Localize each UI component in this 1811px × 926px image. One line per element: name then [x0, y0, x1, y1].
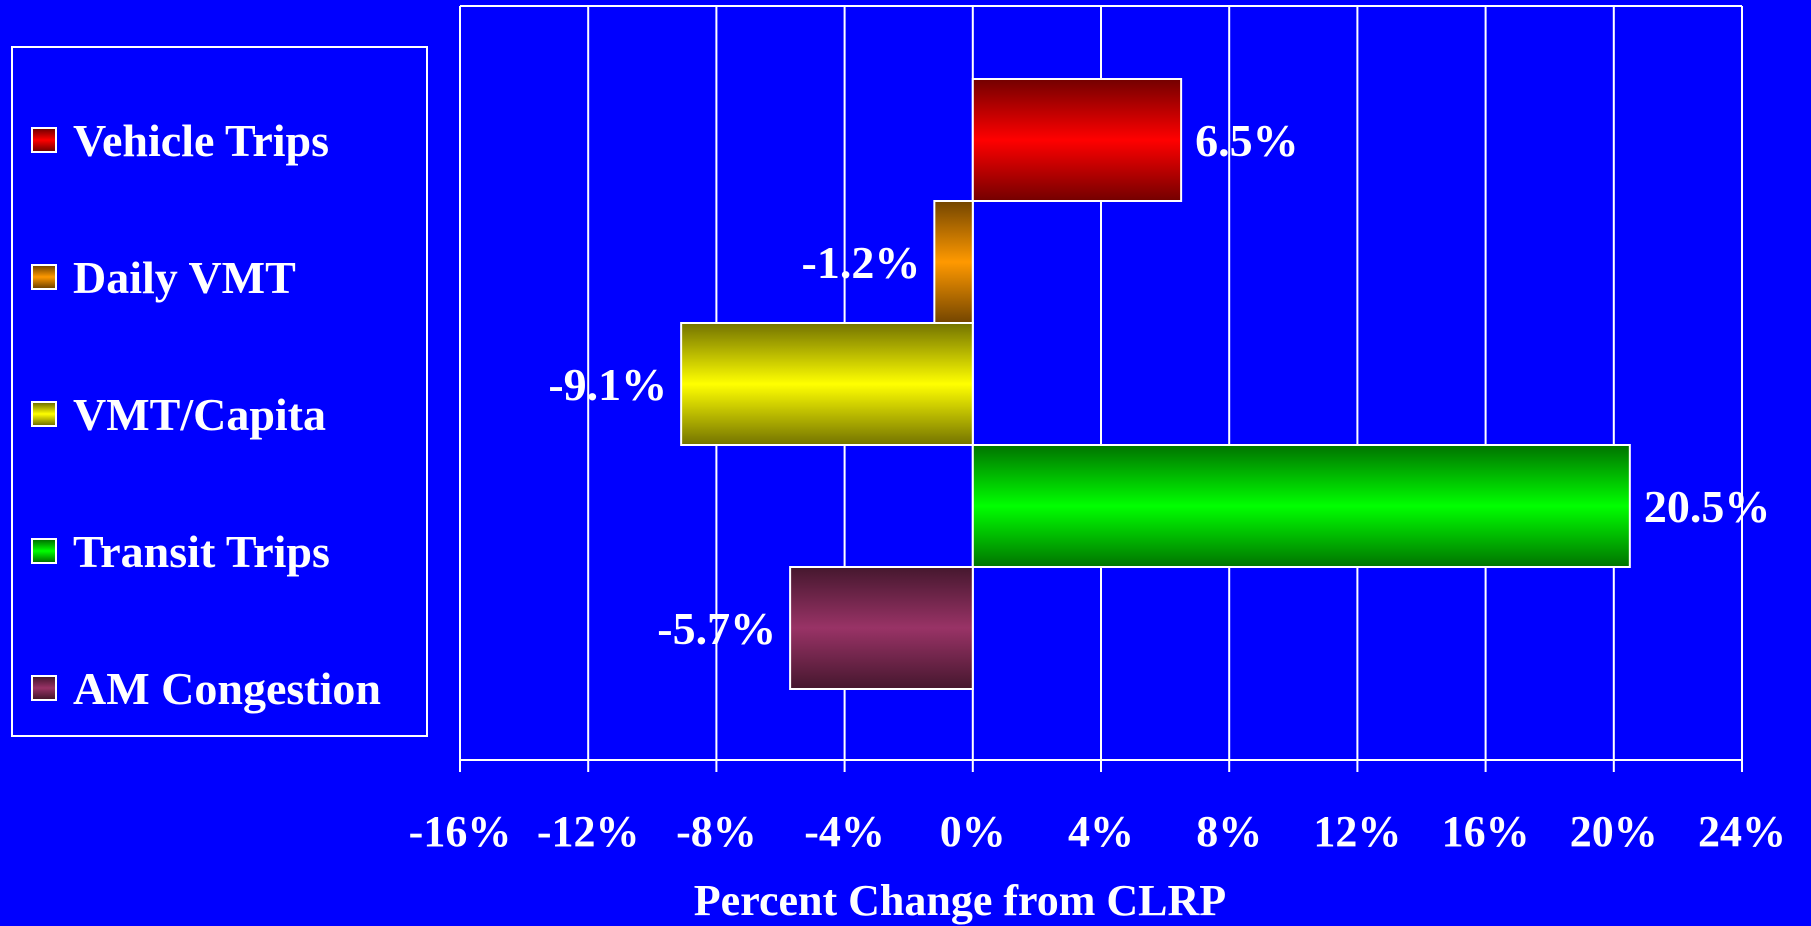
legend-label: VMT/Capita	[73, 388, 326, 440]
bar-daily-vmt	[933, 200, 974, 324]
data-labels: 6.5% -1.2% -9.1% 20.5% -5.7%	[548, 115, 1770, 654]
bar-vehicle-trips	[971, 78, 1183, 202]
x-axis-label: Percent Change from CLRP	[694, 876, 1226, 925]
legend-item: Daily VMT	[31, 252, 296, 303]
x-tick-label: 4%	[1068, 807, 1134, 856]
bars-group	[680, 78, 1631, 690]
x-tick-label: -4%	[804, 807, 885, 856]
x-tick-label: 24%	[1698, 807, 1786, 856]
x-tick-label: -12%	[537, 807, 640, 856]
legend-item: Vehicle Trips	[31, 115, 329, 166]
x-tick-label: -16%	[409, 807, 512, 856]
legend-label: Transit Trips	[73, 525, 330, 577]
x-tick-label: 0%	[940, 807, 1006, 856]
legend-label: Vehicle Trips	[73, 114, 330, 166]
legend-item: VMT/Capita	[31, 389, 326, 440]
x-tick-label: 8%	[1196, 807, 1262, 856]
data-label: -5.7%	[657, 603, 776, 654]
legend-item: AM Congestion	[31, 663, 381, 714]
x-tick-label: -8%	[676, 807, 757, 856]
data-label: -1.2%	[802, 237, 921, 288]
bar-am-congestion	[789, 566, 974, 690]
legend: Vehicle Trips Daily VMT VMT/Capita Transit …	[11, 46, 428, 737]
data-label: -9.1%	[548, 359, 667, 410]
x-axis-ticks: -16% -12% -8% -4% 0% 4% 8% 12% 16% 20% 24%	[409, 807, 1786, 856]
bar-transit-trips	[971, 444, 1631, 568]
legend-swatch	[31, 538, 57, 564]
x-tick-label: 16%	[1442, 807, 1530, 856]
legend-item: Transit Trips	[31, 526, 330, 577]
legend-swatch	[31, 401, 57, 427]
bar-vmt-capita	[680, 322, 974, 446]
legend-swatch	[31, 264, 57, 290]
legend-swatch	[31, 127, 57, 153]
legend-label: AM Congestion	[73, 662, 381, 714]
legend-label: Daily VMT	[73, 251, 296, 303]
data-label: 20.5%	[1644, 481, 1771, 532]
data-label: 6.5%	[1195, 115, 1299, 166]
x-tick-label: 12%	[1313, 807, 1401, 856]
legend-swatch	[31, 675, 57, 701]
x-tick-label: 20%	[1570, 807, 1658, 856]
